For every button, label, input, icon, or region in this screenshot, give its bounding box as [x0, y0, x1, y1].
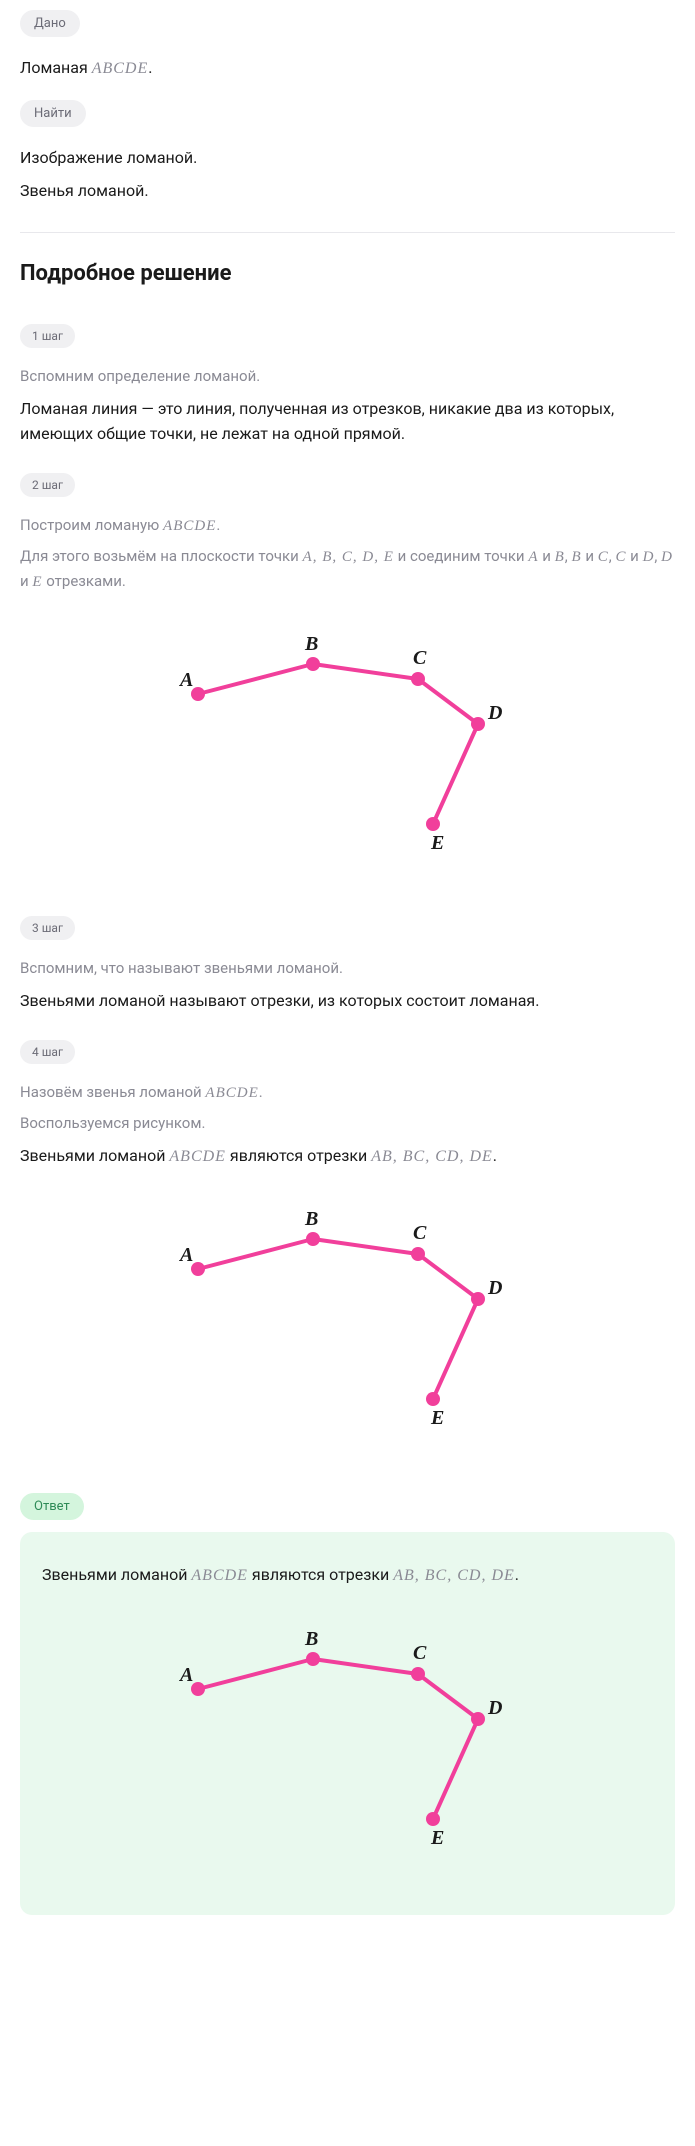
polyline-figure-2: A B C D E — [20, 1189, 675, 1453]
step2-sub2: Для этого возьмём на плоскости точки A, … — [20, 544, 675, 594]
step2-sub2-math6: C — [615, 549, 626, 565]
polyline-svg-1: A B C D E — [108, 614, 588, 874]
step2-sub1-prefix: Построим ломаную — [20, 516, 163, 534]
step4-body1-mid: являются отрезки — [226, 1146, 371, 1165]
svg-text:A: A — [178, 1244, 193, 1266]
step2-tag: 2 шаг — [20, 473, 75, 497]
svg-text:D: D — [487, 1277, 502, 1299]
find-tag: Найти — [20, 100, 86, 127]
step4-sub1-math: ABCDE — [205, 1085, 258, 1101]
svg-text:B: B — [304, 1628, 318, 1650]
answer-line1-math1: ABCDE — [191, 1567, 248, 1584]
step2-sub2-math3: B — [555, 549, 565, 565]
step4-body1-math2: AB, BC, CD, DE — [371, 1148, 493, 1165]
step2-sub2-math4: B — [571, 549, 581, 565]
step4-body1-prefix: Звеньями ломаной — [20, 1146, 169, 1165]
step2-sub2-math9: E — [32, 574, 42, 590]
given-tag: Дано — [20, 10, 80, 37]
step2-sub2-math5: C — [598, 549, 609, 565]
divider — [20, 232, 675, 233]
step2-sub2-math2: A — [528, 549, 538, 565]
step4-sub2: Воспользуемся рисунком. — [20, 1111, 675, 1135]
svg-text:A: A — [178, 669, 193, 691]
svg-text:C: C — [413, 647, 427, 669]
step3-body1: Звеньями ломаной называют отрезки, из ко… — [20, 988, 675, 1014]
svg-text:A: A — [178, 1664, 193, 1686]
step2-sub2-math7: D — [643, 549, 655, 565]
svg-text:D: D — [487, 1697, 502, 1719]
svg-text:C: C — [413, 1642, 427, 1664]
svg-text:D: D — [487, 702, 502, 724]
step4-body1-math1: ABCDE — [169, 1148, 226, 1165]
step2-sub2-and1: и — [538, 547, 554, 565]
step1-tag: 1 шаг — [20, 324, 75, 348]
polyline-svg-2: A B C D E — [108, 1189, 588, 1449]
step2-sub1-math: ABCDE — [163, 518, 216, 534]
svg-text:B: B — [304, 1208, 318, 1230]
step4-sub1-suffix: . — [259, 1083, 263, 1101]
step4-sub1: Назовём звенья ломаной ABCDE. — [20, 1080, 675, 1105]
svg-text:C: C — [413, 1222, 427, 1244]
step3-tag: 3 шаг — [20, 916, 75, 940]
step4-tag: 4 шаг — [20, 1040, 75, 1064]
given-line1: Ломаная ABCDE. — [20, 55, 675, 82]
step4-sub1-prefix: Назовём звенья ломаной — [20, 1083, 205, 1101]
step3-sub1: Вспомним, что называют звеньями ломаной. — [20, 956, 675, 980]
step1-sub1: Вспомним определение ломаной. — [20, 364, 675, 388]
find-line2: Звенья ломаной. — [20, 178, 675, 204]
answer-line1-suffix: . — [515, 1565, 519, 1584]
answer-line1: Звеньями ломаной ABCDE являются отрезки … — [42, 1562, 653, 1589]
step2-sub2-math8: D — [661, 549, 673, 565]
polyline-figure-1: A B C D E — [20, 614, 675, 878]
step2-sub2-math1: A, B, C, D, E — [303, 549, 394, 565]
answer-line1-prefix: Звеньями ломаной — [42, 1565, 191, 1584]
svg-text:E: E — [430, 1407, 444, 1429]
step2-sub2-prefix: Для этого возьмём на плоскости точки — [20, 547, 303, 565]
step1-body1: Ломаная линия — это линия, полученная из… — [20, 396, 675, 447]
step2-sub1: Построим ломаную ABCDE. — [20, 513, 675, 538]
given-line1-prefix: Ломаная — [20, 58, 92, 77]
step2-sub2-mid: и соединим точки — [394, 547, 528, 565]
find-line1: Изображение ломаной. — [20, 145, 675, 171]
section-title: Подробное решение — [20, 261, 675, 286]
step2-sub1-suffix: . — [216, 516, 220, 534]
step4-body1: Звеньями ломаной ABCDE являются отрезки … — [20, 1143, 675, 1170]
svg-text:E: E — [430, 1827, 444, 1849]
svg-text:B: B — [304, 633, 318, 655]
answer-box: Звеньями ломаной ABCDE являются отрезки … — [20, 1532, 675, 1915]
svg-text:E: E — [430, 832, 444, 854]
answer-line1-mid: являются отрезки — [248, 1565, 393, 1584]
given-line1-suffix: . — [148, 58, 152, 77]
answer-tag: Ответ — [20, 1493, 84, 1520]
step4-body1-suffix: . — [493, 1146, 497, 1165]
given-line1-math: ABCDE — [92, 60, 149, 77]
polyline-svg-3: A B C D E — [108, 1609, 588, 1869]
step2-sub2-suffix: отрезками. — [43, 572, 126, 590]
answer-line1-math2: AB, BC, CD, DE — [393, 1567, 515, 1584]
polyline-figure-3: A B C D E — [42, 1609, 653, 1873]
step2-sub2-and4: и — [20, 572, 32, 590]
step2-sub2-and3: и — [626, 547, 642, 565]
step2-sub2-and2: и — [582, 547, 598, 565]
